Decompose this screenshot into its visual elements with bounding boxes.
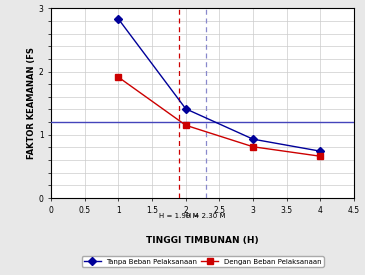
Tanpa Beban Pelaksanaan [116,17,120,21]
Line: Dengan Beban Pelaksanaan: Dengan Beban Pelaksanaan [116,75,323,159]
Line: Tanpa Beban Pelaksanaan: Tanpa Beban Pelaksanaan [116,16,323,154]
Text: H = 2.30 M: H = 2.30 M [186,213,226,219]
Dengan Beban Pelaksanaan [116,76,120,79]
Tanpa Beban Pelaksanaan [251,138,255,141]
Tanpa Beban Pelaksanaan [318,150,323,153]
Legend: Tanpa Beban Pelaksanaan, Dengan Beban Pelaksanaan: Tanpa Beban Pelaksanaan, Dengan Beban Pe… [81,256,324,267]
Dengan Beban Pelaksanaan [318,155,323,158]
Tanpa Beban Pelaksanaan [184,107,188,111]
Text: TINGGI TIMBUNAN (H): TINGGI TIMBUNAN (H) [146,236,259,245]
Dengan Beban Pelaksanaan [184,123,188,127]
Dengan Beban Pelaksanaan [251,145,255,149]
Y-axis label: FAKTOR KEAMANAN (FS: FAKTOR KEAMANAN (FS [27,47,36,159]
Text: H = 1.90 M: H = 1.90 M [159,213,199,219]
